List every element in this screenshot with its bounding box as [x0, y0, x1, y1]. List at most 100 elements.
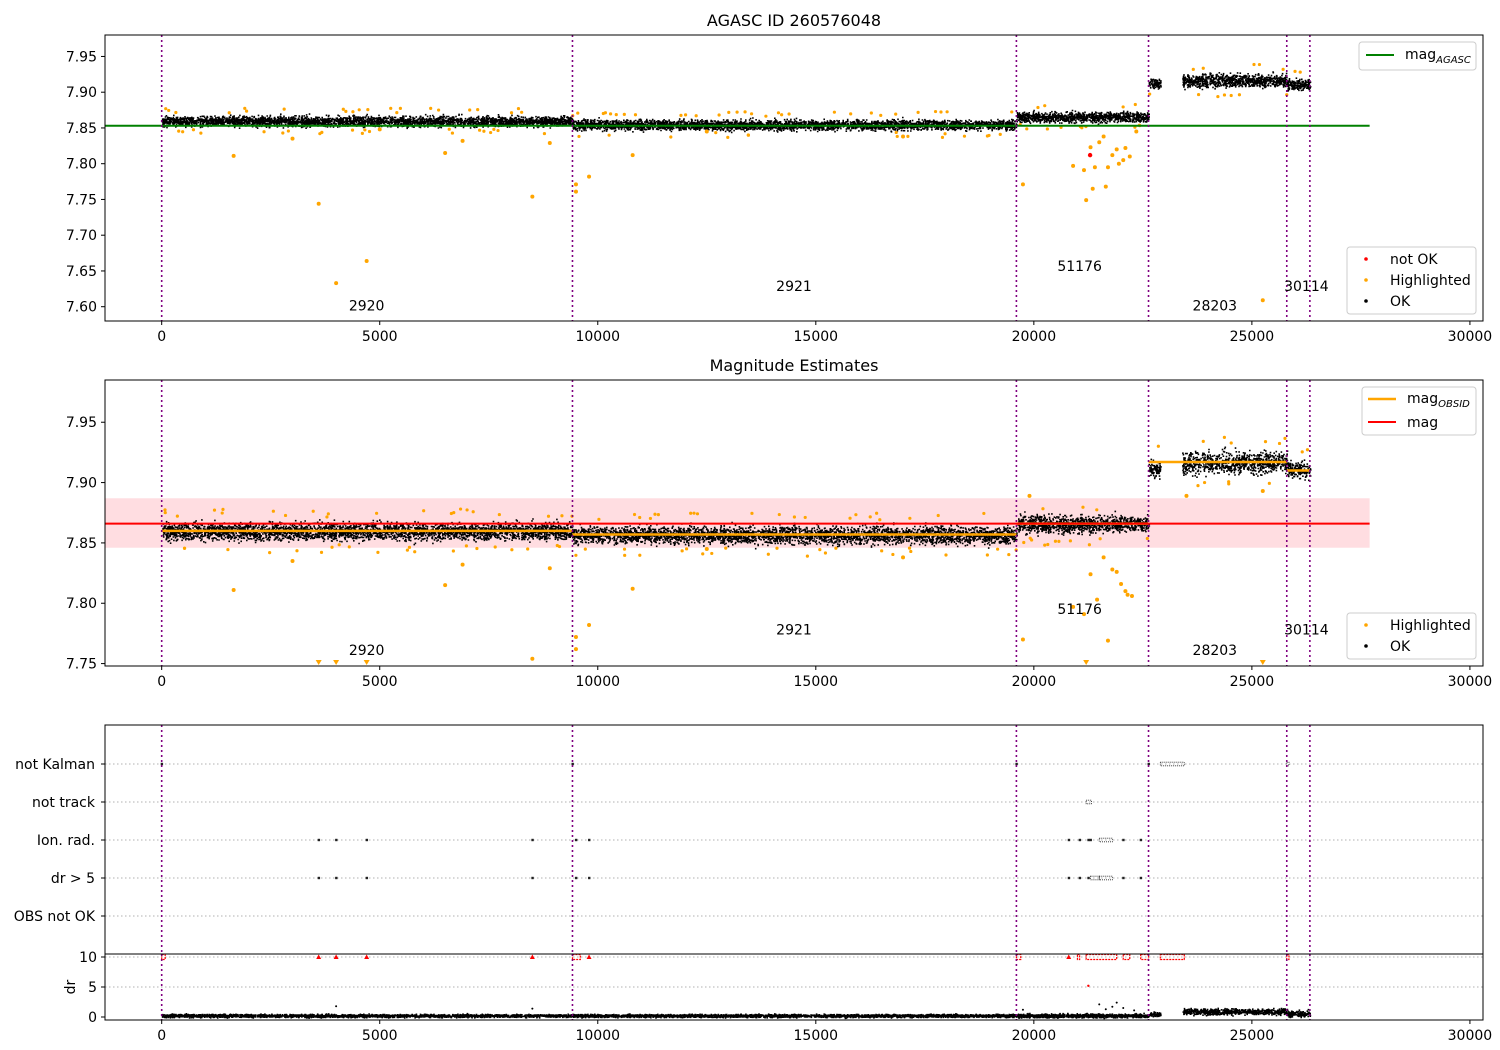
clipped-marker — [1083, 660, 1090, 665]
flag-point — [1139, 876, 1143, 880]
highlighted-point — [1201, 439, 1205, 443]
flag-point — [365, 838, 369, 842]
highlighted-point — [1084, 198, 1089, 203]
highlighted-point — [375, 511, 379, 515]
highlighted-point — [164, 107, 168, 111]
highlighted-point — [1125, 592, 1130, 597]
flag-point — [1067, 876, 1071, 880]
highlighted-point — [714, 131, 718, 135]
highlighted-point — [940, 135, 945, 139]
highlighted-point — [1133, 102, 1137, 107]
highlighted-point — [325, 515, 329, 519]
flag-point — [1139, 838, 1143, 842]
highlighted-point — [437, 108, 441, 112]
highlighted-point — [577, 134, 581, 139]
y-tick-label: 7.75 — [66, 192, 97, 208]
highlighted-point — [330, 545, 334, 549]
highlighted-point — [377, 127, 382, 132]
highlighted-point — [1030, 538, 1034, 542]
highlighted-point — [350, 128, 355, 132]
highlighted-point — [1053, 539, 1058, 543]
highlighted-point — [344, 109, 348, 113]
highlighted-point — [1081, 505, 1085, 509]
highlighted-point — [227, 111, 231, 115]
highlighted-point — [429, 106, 433, 111]
legend-markers: not OK Highlighted OK — [1346, 246, 1477, 315]
highlighted-point — [475, 546, 479, 551]
dr-point — [1098, 1003, 1101, 1006]
clipped-run — [1015, 953, 1022, 961]
highlighted-point — [776, 111, 781, 115]
highlighted-point — [683, 113, 688, 117]
highlighted-point — [175, 514, 179, 518]
highlighted-point — [174, 110, 178, 115]
highlighted-point — [1007, 552, 1011, 557]
highlighted-point — [854, 513, 858, 517]
highlighted-point — [1229, 441, 1233, 445]
x-tick-label: 15000 — [794, 1028, 839, 1044]
clipped-marker — [364, 954, 370, 959]
highlighted-point — [875, 511, 879, 515]
flag-point — [531, 838, 534, 842]
highlighted-point — [823, 551, 828, 555]
highlighted-point — [1222, 435, 1227, 439]
highlighted-point — [526, 547, 530, 551]
chart-panel-overview: AGASC ID 260576048 2920 2921 51176 28203 3011… — [66, 11, 1492, 345]
highlighted-point — [389, 106, 393, 110]
flag-point — [531, 876, 534, 880]
category-label: Ion. rad. — [37, 833, 95, 849]
y-tick-label: 7.85 — [66, 536, 97, 552]
highlighted-point — [1041, 507, 1045, 511]
highlighted-point — [1293, 69, 1297, 74]
highlighted-point — [933, 109, 938, 114]
highlighted-point — [489, 130, 493, 135]
not-ok-point — [1087, 152, 1093, 158]
flag-point — [160, 762, 164, 766]
highlighted-point — [1020, 637, 1025, 642]
highlighted-point — [601, 111, 605, 116]
highlighted-point — [182, 546, 187, 550]
highlighted-point — [1101, 134, 1106, 139]
highlighted-point — [574, 553, 578, 557]
highlighted-point — [1081, 168, 1086, 173]
highlighted-point — [764, 114, 768, 118]
highlighted-point — [746, 133, 751, 137]
x-tick-label: 20000 — [1012, 674, 1057, 690]
highlighted-point — [1123, 145, 1128, 150]
flag-point — [1015, 762, 1018, 766]
legend-box — [1346, 246, 1477, 315]
highlighted-point — [464, 544, 468, 548]
highlighted-point — [398, 106, 403, 110]
highlighted-point — [834, 546, 838, 550]
highlighted-point — [220, 511, 224, 515]
highlighted-point — [1095, 597, 1100, 602]
highlighted-point — [576, 111, 580, 115]
highlighted-point — [1252, 62, 1256, 67]
highlighted-point — [878, 518, 882, 522]
highlighted-point — [879, 113, 883, 117]
x-tick-label: 15000 — [794, 674, 839, 690]
highlighted-point — [282, 107, 286, 111]
clipped-marker — [529, 954, 535, 959]
highlighted-point — [743, 110, 747, 114]
flag-point — [1087, 876, 1090, 880]
highlighted-point — [945, 110, 949, 114]
highlighted-point — [891, 552, 895, 557]
highlighted-point — [916, 110, 920, 114]
y-tick-label: 7.80 — [66, 157, 97, 173]
highlighted-point — [1095, 508, 1099, 512]
obsid-label: 51176 — [1057, 259, 1102, 275]
flag-point — [1087, 838, 1090, 842]
highlighted-point — [701, 552, 705, 556]
highlighted-point — [750, 511, 754, 515]
highlighted-point — [1148, 92, 1152, 96]
highlighted-point — [1068, 539, 1072, 543]
highlighted-point — [341, 107, 345, 111]
highlighted-point — [1022, 540, 1026, 545]
flag-point — [571, 762, 574, 766]
highlighted-point — [231, 587, 236, 592]
highlighted-point — [478, 128, 482, 132]
x-tick-label: 5000 — [362, 329, 398, 345]
highlighted-point — [1129, 594, 1134, 599]
